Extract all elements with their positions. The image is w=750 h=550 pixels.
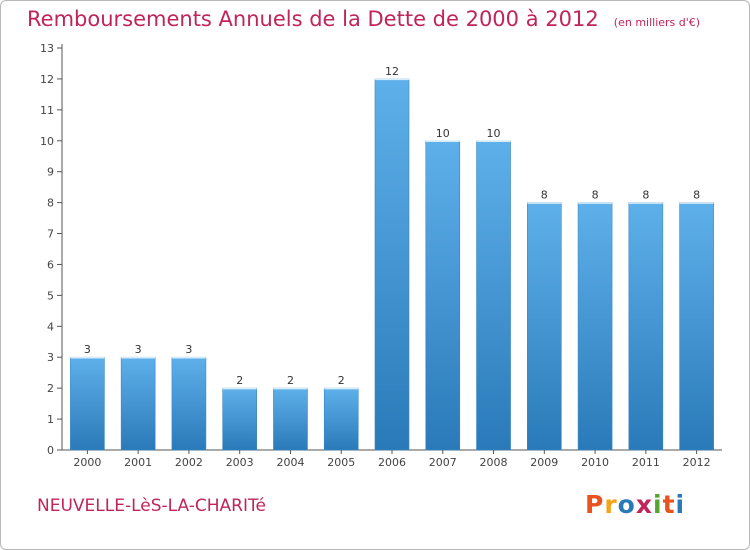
data-label: 2 xyxy=(338,374,345,387)
logo-letter: r xyxy=(604,490,618,519)
bar xyxy=(425,140,461,451)
bars xyxy=(70,78,714,451)
data-label: 12 xyxy=(385,65,399,78)
chart-unit: (en milliers d'€) xyxy=(613,16,701,29)
data-label: 2 xyxy=(287,374,294,387)
data-label: 2 xyxy=(236,374,243,387)
bar xyxy=(70,356,105,451)
logo-letter: t xyxy=(662,490,676,519)
logo-letter: i xyxy=(675,490,686,519)
x-tick-label: 2012 xyxy=(683,456,711,469)
y-tick-label: 13 xyxy=(40,42,54,55)
data-label: 8 xyxy=(642,189,649,202)
data-label: 8 xyxy=(693,189,700,202)
x-tick-label: 2010 xyxy=(581,456,609,469)
data-label: 8 xyxy=(592,189,599,202)
x-tick-label: 2006 xyxy=(378,456,406,469)
x-tick-label: 2007 xyxy=(429,456,457,469)
x-tick-label: 2000 xyxy=(73,456,101,469)
y-tick-label: 6 xyxy=(47,258,54,271)
x-tick-label: 2009 xyxy=(530,456,558,469)
logo-letter: i xyxy=(653,490,663,519)
y-tick-label: 7 xyxy=(47,228,54,241)
bar xyxy=(527,202,562,451)
y-tick-label: 11 xyxy=(40,104,54,117)
bar xyxy=(577,202,613,451)
y-tick-label: 12 xyxy=(40,73,54,86)
data-label: 10 xyxy=(487,127,501,140)
bar xyxy=(323,387,359,451)
data-label: 3 xyxy=(135,343,142,356)
x-tick-label: 2001 xyxy=(124,456,152,469)
y-tick-label: 9 xyxy=(47,166,54,179)
logo-letter: P xyxy=(585,490,605,519)
proxiti-logo[interactable]: Proxiti xyxy=(585,490,685,519)
logo-letter: x xyxy=(635,490,653,519)
commune-name: NEUVELLE-LèS-LA-CHARITé xyxy=(37,496,266,516)
y-tick-label: 5 xyxy=(47,289,54,302)
y-tick-label: 3 xyxy=(47,351,54,364)
bar xyxy=(171,356,207,451)
data-label: 3 xyxy=(185,343,192,356)
logo-letter: o xyxy=(617,490,636,519)
bar xyxy=(628,202,664,451)
y-tick-label: 4 xyxy=(47,320,54,333)
y-tick-label: 10 xyxy=(40,135,54,148)
y-tick-label: 1 xyxy=(47,413,54,426)
bar xyxy=(120,356,156,451)
bar xyxy=(222,387,257,451)
x-tick-label: 2008 xyxy=(480,456,508,469)
x-tick-label: 2005 xyxy=(327,456,355,469)
data-label: 8 xyxy=(541,189,548,202)
x-tick-label: 2003 xyxy=(226,456,254,469)
bar xyxy=(679,202,714,451)
data-label: 10 xyxy=(436,127,450,140)
y-tick-label: 8 xyxy=(47,197,54,210)
chart-header: Remboursements Annuels de la Dette de 20… xyxy=(27,7,700,31)
data-label: 3 xyxy=(84,343,91,356)
bar xyxy=(374,78,410,451)
y-tick-label: 0 xyxy=(47,444,54,457)
chart-title: Remboursements Annuels de la Dette de 20… xyxy=(27,7,599,31)
labels: 2000 3 2001 3 2002 3 2003 2 2004 2 2005 2 2006 12 2007… xyxy=(73,65,710,469)
x-tick-label: 2011 xyxy=(632,456,660,469)
x-tick-label: 2004 xyxy=(276,456,304,469)
x-tick-label: 2002 xyxy=(175,456,203,469)
bar xyxy=(476,140,511,451)
bar xyxy=(273,387,308,451)
y-tick-label: 2 xyxy=(47,382,54,395)
